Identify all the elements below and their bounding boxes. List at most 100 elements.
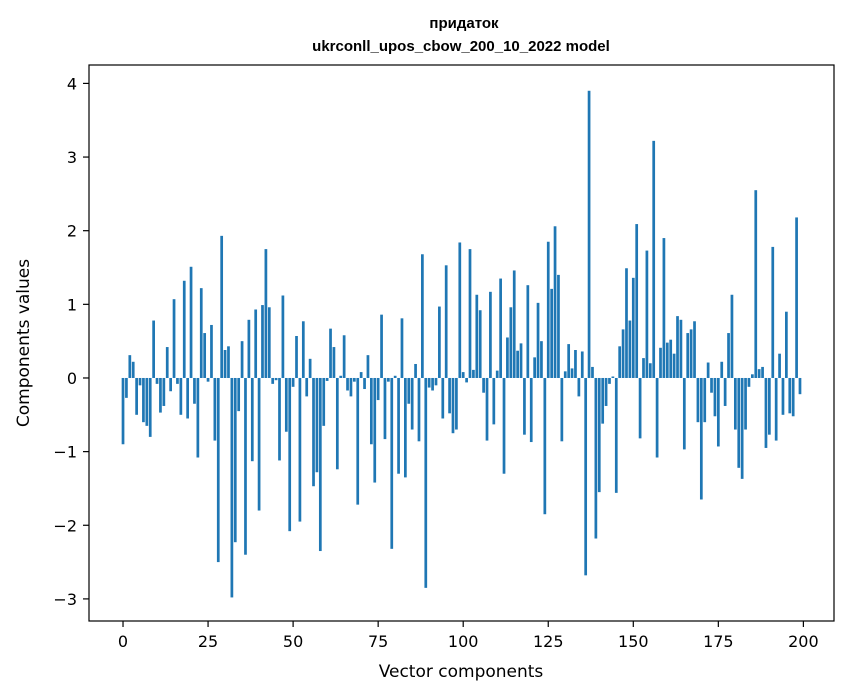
bar [278, 377, 281, 461]
bar [744, 377, 747, 430]
bar [706, 362, 710, 378]
bar [448, 377, 451, 414]
bar [591, 366, 594, 378]
bar [172, 299, 176, 378]
bar [145, 377, 149, 426]
bar [733, 377, 737, 430]
bar [390, 377, 394, 549]
y-tick-label: −2 [53, 516, 77, 535]
bar [196, 377, 200, 458]
bar [604, 377, 608, 406]
y-tick-label: −1 [53, 443, 77, 462]
x-axis-ticks: 0 25 50 75 100 125 150 175 200 [118, 621, 819, 651]
bar [597, 377, 601, 493]
bar [199, 288, 203, 378]
x-tick-label: 0 [118, 632, 128, 651]
bar [781, 377, 785, 415]
bar [393, 375, 397, 378]
bar [472, 369, 475, 378]
bar [686, 333, 690, 378]
bar [444, 265, 448, 378]
bar [737, 377, 741, 468]
bar [434, 377, 438, 386]
bar [455, 377, 458, 430]
bar [203, 333, 207, 378]
bar [169, 377, 172, 392]
bar [665, 342, 669, 378]
bar [716, 377, 720, 447]
bar [720, 361, 724, 378]
bar [135, 377, 138, 415]
bar [318, 377, 322, 552]
bar [577, 377, 581, 397]
bar [516, 350, 519, 378]
bar [587, 90, 591, 378]
bar [788, 377, 792, 414]
bar [461, 372, 465, 378]
bar [131, 361, 135, 378]
bar [213, 377, 217, 441]
bar [768, 377, 771, 435]
bar [747, 377, 751, 387]
bar [618, 346, 622, 378]
bar [451, 377, 455, 434]
bar [580, 351, 584, 378]
bar [335, 377, 339, 470]
bar [237, 377, 241, 412]
bar [795, 217, 798, 378]
bar [553, 226, 557, 378]
bar [682, 377, 686, 450]
bar [699, 377, 703, 500]
bar [356, 377, 360, 505]
bar [179, 377, 183, 415]
y-tick-label: 1 [67, 295, 77, 314]
y-tick-label: 2 [67, 222, 77, 241]
bar [301, 321, 305, 378]
bar [506, 337, 509, 378]
bar [308, 358, 312, 378]
bar [791, 377, 795, 417]
bar [563, 371, 567, 378]
bar [376, 377, 380, 401]
bar [519, 343, 523, 378]
bar [254, 309, 258, 378]
bar [723, 377, 727, 406]
bar [751, 374, 754, 378]
bar [315, 377, 319, 473]
x-tick-label: 125 [533, 632, 564, 651]
bar [165, 347, 169, 378]
x-axis-label: Vector components [379, 662, 544, 682]
bar [676, 316, 679, 378]
plot-frame [88, 64, 835, 622]
bar [250, 377, 254, 462]
bar [778, 353, 781, 378]
bar [257, 377, 261, 511]
bar [526, 285, 530, 378]
bar [570, 368, 574, 378]
bar [468, 249, 472, 378]
bar [642, 358, 645, 378]
bar [128, 355, 132, 378]
bar [298, 377, 302, 522]
bar [227, 346, 230, 378]
bar [438, 306, 441, 378]
bar [264, 249, 268, 378]
y-tick-label: 4 [67, 74, 77, 93]
bar [329, 328, 332, 378]
bar [295, 336, 298, 378]
bar [349, 377, 353, 397]
bar [798, 377, 802, 395]
bar [155, 377, 159, 384]
bar [291, 377, 295, 387]
y-axis-label: Components values [14, 259, 34, 427]
bar [614, 377, 618, 493]
bar [193, 377, 196, 404]
bar [774, 377, 778, 441]
bar [703, 377, 707, 423]
bar [546, 241, 550, 378]
bar [730, 294, 734, 378]
bar [689, 329, 693, 378]
bar [121, 377, 125, 445]
bar [611, 376, 615, 378]
bar [771, 246, 775, 378]
